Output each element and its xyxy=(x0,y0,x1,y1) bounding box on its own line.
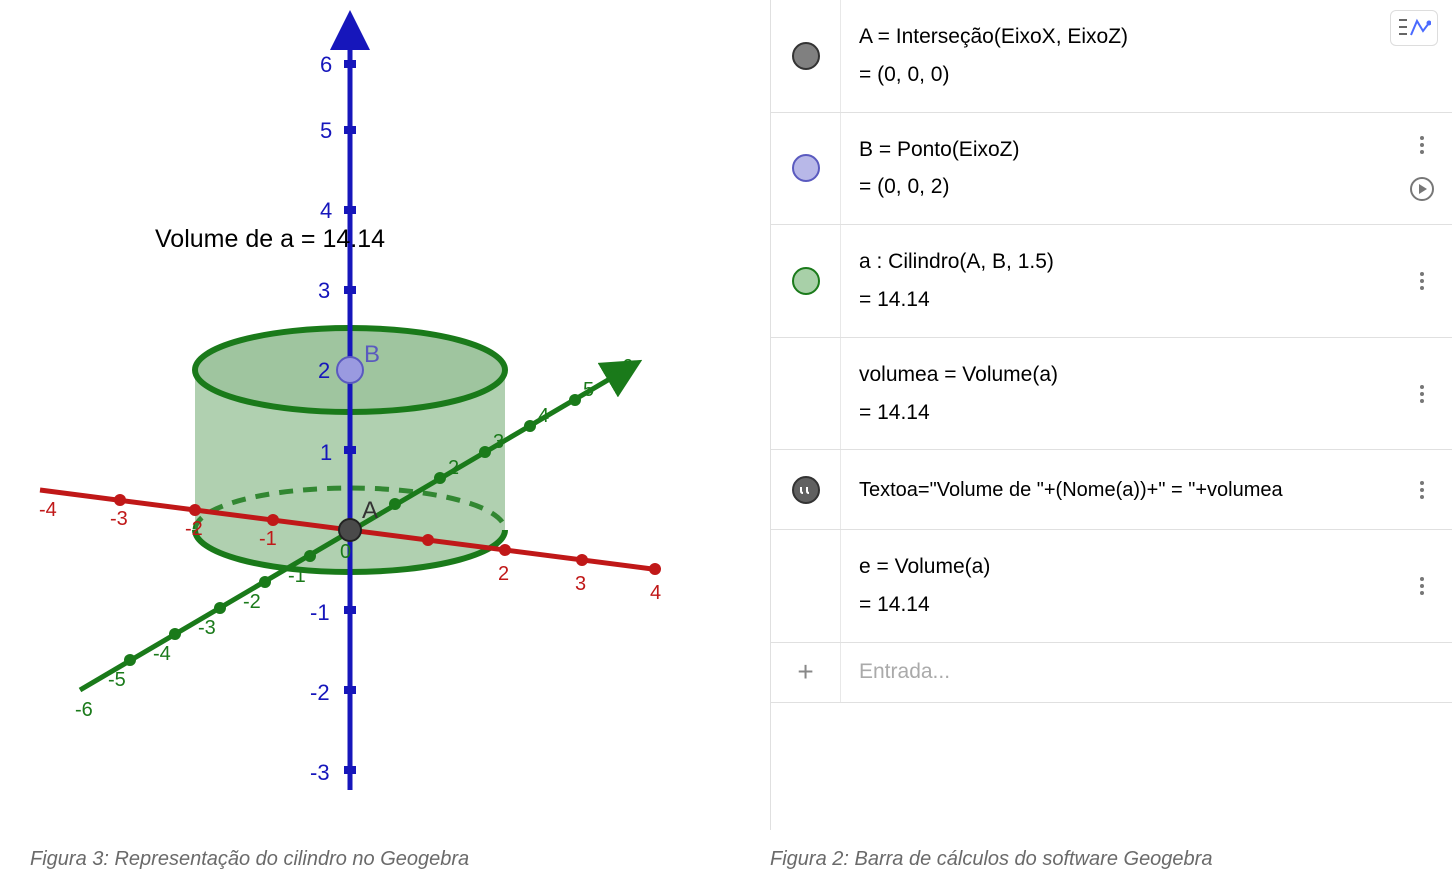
svg-text:-2: -2 xyxy=(185,518,203,540)
svg-text:-1: -1 xyxy=(288,565,306,587)
svg-text:-2: -2 xyxy=(243,591,261,613)
expr-definition: Textoa="Volume de "+(Nome(a))+" = "+volu… xyxy=(859,475,1376,505)
algebra-panel: A = Interseção(EixoX, EixoZ) = (0, 0, 0)… xyxy=(770,0,1452,830)
more-icon[interactable] xyxy=(1412,480,1432,500)
algebra-row[interactable]: A = Interseção(EixoX, EixoZ) = (0, 0, 0) xyxy=(771,0,1452,113)
algebra-row[interactable]: volumea = Volume(a) = 14.14 xyxy=(771,338,1452,451)
figure-captions: Figura 3: Representação do cilindro no G… xyxy=(0,830,1452,871)
expr-value: = 14.14 xyxy=(859,281,1376,319)
more-icon[interactable] xyxy=(1412,576,1432,596)
algebra-content[interactable]: a : Cilindro(A, B, 1.5) = 14.14 xyxy=(841,225,1392,337)
svg-text:-6: -6 xyxy=(75,699,93,721)
caption-right: Figura 2: Barra de cálculos do software … xyxy=(730,848,1422,871)
object-marker-circle[interactable] xyxy=(792,42,820,70)
svg-text:4: 4 xyxy=(320,198,332,223)
action-col xyxy=(1392,530,1452,642)
more-icon[interactable] xyxy=(1412,135,1432,155)
point-B[interactable] xyxy=(337,357,363,383)
svg-text:6: 6 xyxy=(320,52,332,77)
expr-value: = (0, 0, 0) xyxy=(859,56,1376,94)
more-icon[interactable] xyxy=(1412,384,1432,404)
graph3d-panel[interactable]: Volume de a = 14.14 xyxy=(0,0,770,830)
svg-text:3: 3 xyxy=(493,431,504,453)
marker-col xyxy=(771,113,841,225)
algebra-row[interactable]: Textoa="Volume de "+(Nome(a))+" = "+volu… xyxy=(771,450,1452,530)
svg-text:2: 2 xyxy=(498,563,509,585)
marker-col xyxy=(771,450,841,529)
svg-text:-5: -5 xyxy=(108,669,126,691)
svg-text:-2: -2 xyxy=(310,680,330,705)
expr-definition: B = Ponto(EixoZ) xyxy=(859,131,1376,169)
svg-text:-1: -1 xyxy=(259,528,277,550)
svg-text:-4: -4 xyxy=(39,499,57,521)
algebra-row[interactable]: e = Volume(a) = 14.14 xyxy=(771,530,1452,643)
expr-definition: e = Volume(a) xyxy=(859,548,1376,586)
svg-text:6: 6 xyxy=(622,356,633,378)
svg-text:-3: -3 xyxy=(198,617,216,639)
add-icon[interactable]: + xyxy=(771,643,841,702)
caption-left: Figura 3: Representação do cilindro no G… xyxy=(30,848,730,871)
object-marker-circle[interactable] xyxy=(792,154,820,182)
expr-value: = 14.14 xyxy=(859,394,1376,432)
z-tick-3: 3 xyxy=(318,278,330,303)
algebra-content[interactable]: A = Interseção(EixoX, EixoZ) = (0, 0, 0) xyxy=(841,0,1392,112)
main-container: Volume de a = 14.14 xyxy=(0,0,1452,830)
svg-text:4: 4 xyxy=(650,582,661,604)
expr-definition: a : Cilindro(A, B, 1.5) xyxy=(859,243,1376,281)
svg-text:-3: -3 xyxy=(310,760,330,785)
svg-text:5: 5 xyxy=(583,379,594,401)
action-col xyxy=(1392,113,1452,225)
point-A[interactable] xyxy=(339,519,361,541)
expr-value: = 14.14 xyxy=(859,586,1376,624)
svg-text:-3: -3 xyxy=(110,508,128,530)
z-tick-2: 2 xyxy=(318,358,330,383)
action-col xyxy=(1392,225,1452,337)
marker-col xyxy=(771,0,841,112)
keyboard-mode-icon[interactable] xyxy=(1390,10,1438,46)
point-A-label: A xyxy=(362,497,378,524)
svg-text:1: 1 xyxy=(320,440,332,465)
algebra-content[interactable]: e = Volume(a) = 14.14 xyxy=(841,530,1392,642)
algebra-content[interactable]: volumea = Volume(a) = 14.14 xyxy=(841,338,1392,450)
svg-text:4: 4 xyxy=(538,405,549,427)
svg-text:-1: -1 xyxy=(310,600,330,625)
action-col xyxy=(1392,338,1452,450)
expr-definition: A = Interseção(EixoX, EixoZ) xyxy=(859,18,1376,56)
object-marker-circle[interactable] xyxy=(792,267,820,295)
action-col xyxy=(1392,450,1452,529)
object-marker-text-icon[interactable] xyxy=(792,476,820,504)
svg-text:3: 3 xyxy=(575,573,586,595)
algebra-content[interactable]: B = Ponto(EixoZ) = (0, 0, 2) xyxy=(841,113,1392,225)
svg-text:2: 2 xyxy=(448,457,459,479)
svg-text:-4: -4 xyxy=(153,643,171,665)
algebra-row[interactable]: a : Cilindro(A, B, 1.5) = 14.14 xyxy=(771,225,1452,338)
algebra-input[interactable]: Entrada... xyxy=(841,643,1452,702)
expr-definition: volumea = Volume(a) xyxy=(859,356,1376,394)
svg-text:0: 0 xyxy=(340,541,351,563)
play-icon[interactable] xyxy=(1410,177,1434,201)
marker-col xyxy=(771,338,841,450)
more-icon[interactable] xyxy=(1412,271,1432,291)
expr-value: = (0, 0, 2) xyxy=(859,168,1376,206)
point-B-label: B xyxy=(364,341,380,368)
marker-col xyxy=(771,225,841,337)
algebra-content[interactable]: Textoa="Volume de "+(Nome(a))+" = "+volu… xyxy=(841,450,1392,529)
algebra-row[interactable]: B = Ponto(EixoZ) = (0, 0, 2) xyxy=(771,113,1452,226)
svg-text:5: 5 xyxy=(320,118,332,143)
algebra-input-row[interactable]: + Entrada... xyxy=(771,643,1452,703)
marker-col xyxy=(771,530,841,642)
volume-text-label: Volume de a = 14.14 xyxy=(155,225,385,254)
graph3d-svg: 1 4 5 6 -1 -2 -3 -3 -2 -1 2 3 4 -4 xyxy=(0,0,770,830)
